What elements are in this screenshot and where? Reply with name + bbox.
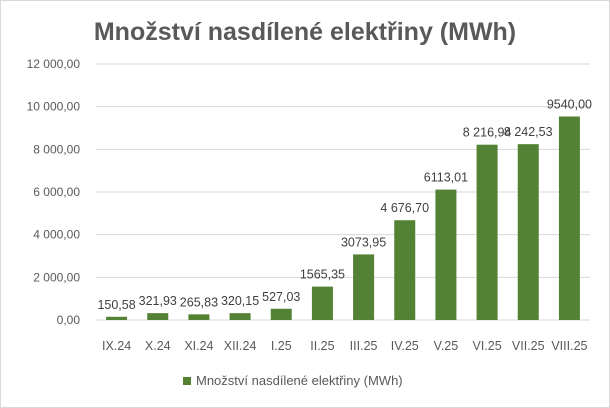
data-label: 3073,95 bbox=[341, 235, 386, 249]
x-tick-label: III.25 bbox=[350, 339, 378, 353]
data-label: 320,15 bbox=[221, 294, 259, 308]
data-label: 8 216,94 bbox=[463, 126, 512, 140]
legend-label: Množství nasdílené elektřiny (MWh) bbox=[196, 373, 403, 388]
bar bbox=[558, 116, 580, 320]
bar bbox=[147, 313, 169, 320]
data-label: 8 242,53 bbox=[504, 125, 553, 139]
legend: Množství nasdílené elektřiny (MWh) bbox=[183, 373, 403, 388]
y-tick-label: 8 000,00 bbox=[33, 142, 80, 156]
bar bbox=[270, 308, 292, 320]
legend-swatch bbox=[183, 377, 191, 385]
bar bbox=[517, 144, 539, 320]
bar bbox=[435, 189, 457, 320]
y-tick-label: 2 000,00 bbox=[33, 270, 80, 284]
x-tick-label: IV.25 bbox=[391, 339, 419, 353]
bar bbox=[353, 254, 375, 320]
bar bbox=[394, 220, 416, 320]
x-tick-label: VI.25 bbox=[472, 339, 501, 353]
bar bbox=[311, 286, 333, 320]
data-label: 321,93 bbox=[139, 294, 177, 308]
bar bbox=[229, 313, 251, 320]
data-label: 9540,00 bbox=[547, 97, 592, 111]
data-label: 150,58 bbox=[97, 298, 135, 312]
y-tick-label: 10 000,00 bbox=[27, 100, 81, 114]
x-tick-label: VIII.25 bbox=[551, 339, 587, 353]
x-tick-label: IX.24 bbox=[102, 339, 131, 353]
x-tick-label: VII.25 bbox=[512, 339, 545, 353]
y-tick-label: 4 000,00 bbox=[33, 228, 80, 242]
y-tick-label: 12 000,00 bbox=[27, 57, 81, 71]
y-tick-label: 6 000,00 bbox=[33, 185, 80, 199]
data-label: 265,83 bbox=[180, 295, 218, 309]
data-label: 527,03 bbox=[262, 290, 300, 304]
chart-title: Množství nasdílené elektřiny (MWh) bbox=[94, 18, 516, 46]
bar bbox=[476, 144, 498, 320]
y-tick-label: 0,00 bbox=[57, 313, 81, 327]
data-label: 4 676,70 bbox=[380, 201, 429, 215]
x-tick-label: X.24 bbox=[145, 339, 171, 353]
bar bbox=[188, 314, 210, 320]
bar bbox=[106, 316, 128, 320]
data-label: 6113,01 bbox=[424, 171, 468, 185]
x-tick-label: II.25 bbox=[310, 339, 334, 353]
x-tick-label: I.25 bbox=[271, 339, 292, 353]
data-label: 1565,35 bbox=[300, 268, 345, 282]
x-tick-label: V.25 bbox=[434, 339, 459, 353]
x-tick-label: XI.24 bbox=[184, 339, 213, 353]
x-tick-label: XII.24 bbox=[224, 339, 257, 353]
